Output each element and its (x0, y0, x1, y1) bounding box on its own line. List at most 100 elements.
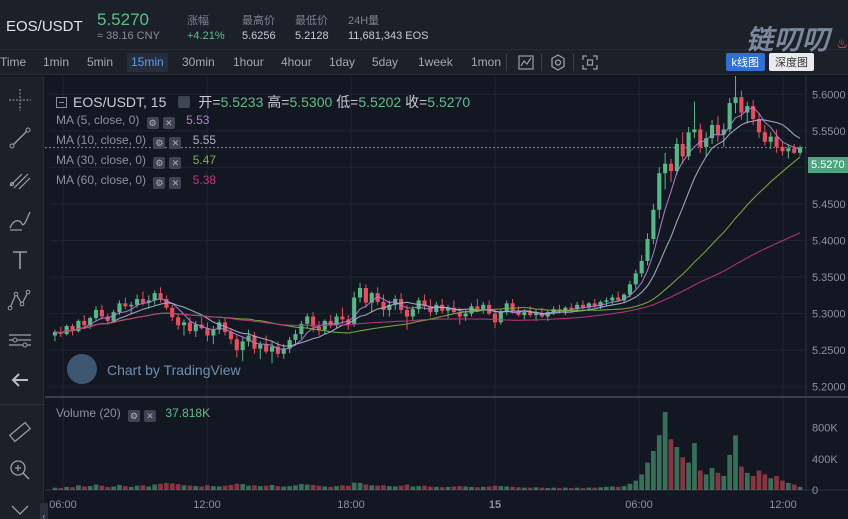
open-value: 5.5233 (220, 94, 264, 110)
volume-bar (310, 484, 316, 490)
settings-icon[interactable] (178, 96, 191, 108)
volume-bar (64, 486, 70, 490)
candle-body (82, 320, 87, 326)
close-icon[interactable]: ✕ (144, 410, 157, 422)
volume-bar (780, 480, 785, 490)
ma-label: MA (10, close, 0) (56, 133, 147, 147)
candle-body (375, 293, 380, 302)
candle-body (117, 303, 122, 313)
collapse-legend-icon[interactable] (56, 97, 67, 108)
pair-name[interactable]: EOS/USDT (6, 18, 83, 35)
volume-bar (345, 485, 351, 490)
candle-body (469, 306, 474, 314)
remove-icon[interactable] (6, 494, 34, 519)
settings-icon[interactable]: ⚙ (153, 177, 166, 189)
volume-bar (627, 483, 633, 490)
settings-icon[interactable] (548, 53, 568, 72)
candle-body (352, 297, 357, 324)
timeframe-5min[interactable]: 5min (87, 55, 114, 69)
chart-area[interactable]: 5.60005.55005.50005.45005.40005.35005.30… (45, 76, 848, 519)
brush-icon[interactable] (6, 206, 34, 234)
volume-label: Volume (20) (56, 406, 121, 420)
zoom-icon[interactable] (6, 456, 34, 484)
timeframe-1min[interactable]: 1min (43, 55, 70, 69)
volume-bar (381, 485, 386, 490)
candle-body (580, 304, 586, 308)
candle-body (258, 344, 263, 349)
timeframe-1hour[interactable]: 1hour (233, 55, 264, 69)
candle-body (140, 298, 145, 303)
price-axis-label: 5.5500 (812, 126, 846, 138)
candle-body (181, 322, 187, 326)
candle-body (299, 323, 304, 335)
price-axis-label: 5.6000 (812, 89, 846, 101)
candle-body (475, 306, 480, 310)
volume-bar (486, 486, 492, 490)
candle-body (657, 173, 662, 210)
back-arrow-icon[interactable] (6, 366, 34, 394)
candle-body (234, 339, 239, 351)
settings-icon[interactable]: ⚙ (146, 117, 159, 129)
ma60-line (54, 232, 801, 334)
volume-bar (275, 486, 281, 490)
indicator-icon[interactable] (516, 53, 536, 72)
text-icon[interactable] (6, 246, 34, 274)
tradingview-watermark[interactable]: Chart by TradingView (67, 354, 267, 384)
ma-value: 5.47 (192, 153, 217, 167)
volume-bar (70, 487, 75, 490)
candle-body (123, 303, 128, 307)
timeframe-1mon[interactable]: 1mon (471, 55, 502, 69)
ruler-icon[interactable] (6, 418, 34, 446)
tab-depth[interactable]: 深度图 (769, 53, 814, 71)
timeframe-5day[interactable]: 5day (372, 55, 399, 69)
settings-icon[interactable]: ⚙ (153, 157, 166, 169)
timeframe-15min[interactable]: 15min (127, 53, 168, 72)
volume-value: 37.818K (165, 406, 211, 420)
fib-icon[interactable] (6, 166, 34, 194)
settings-icon[interactable]: ⚙ (153, 137, 166, 149)
fullscreen-icon[interactable] (580, 53, 600, 72)
low-label: 低= (336, 94, 359, 110)
volume-bar (205, 485, 210, 490)
close-icon[interactable]: ✕ (169, 177, 182, 189)
candle-body (780, 146, 785, 152)
volume-bar (768, 478, 774, 490)
measure-icon[interactable] (6, 326, 34, 354)
volume-axis-label: 800K (812, 423, 838, 435)
settings-icon[interactable]: ⚙ (128, 410, 141, 422)
candle-body (586, 303, 591, 308)
volume-bar (181, 485, 187, 490)
candle-body (70, 326, 75, 332)
close-icon[interactable]: ✕ (162, 117, 175, 129)
timeframe-30min[interactable]: 30min (182, 55, 215, 69)
candle-body (328, 320, 333, 326)
candle-body (269, 346, 275, 352)
candle-body (340, 316, 345, 320)
close-icon[interactable]: ✕ (169, 137, 182, 149)
candle-body (739, 97, 744, 113)
stat-label: 最高价 (242, 15, 275, 27)
close-icon[interactable]: ✕ (169, 157, 182, 169)
collapse-toolbar-button[interactable]: ‹ (40, 503, 48, 519)
volume-bar (750, 475, 756, 490)
volume-bar (604, 486, 609, 490)
pattern-icon[interactable] (6, 286, 34, 314)
timeframe-4hour[interactable]: 4hour (281, 55, 312, 69)
timeframe-time[interactable]: Time (0, 55, 27, 69)
volume-bar (134, 485, 140, 490)
timeframe-1week[interactable]: 1week (418, 55, 453, 69)
chart-canvas[interactable]: 5.60005.55005.50005.45005.40005.35005.30… (45, 76, 848, 519)
candle-body (504, 303, 509, 313)
volume-bar (111, 486, 116, 490)
tab-kline[interactable]: k线图 (725, 53, 765, 71)
candle-body (510, 303, 515, 311)
timeframe-1day[interactable]: 1day (329, 55, 356, 69)
trendline-icon[interactable] (6, 124, 34, 152)
crosshair-icon[interactable] (6, 86, 34, 114)
toolbar-divider (506, 54, 507, 71)
price-axis-label: 5.3000 (812, 309, 846, 321)
volume-bar (99, 485, 105, 490)
price-axis-label: 5.4500 (812, 199, 846, 211)
volume-bar (651, 450, 656, 490)
price-axis-label: 5.4000 (812, 235, 846, 247)
